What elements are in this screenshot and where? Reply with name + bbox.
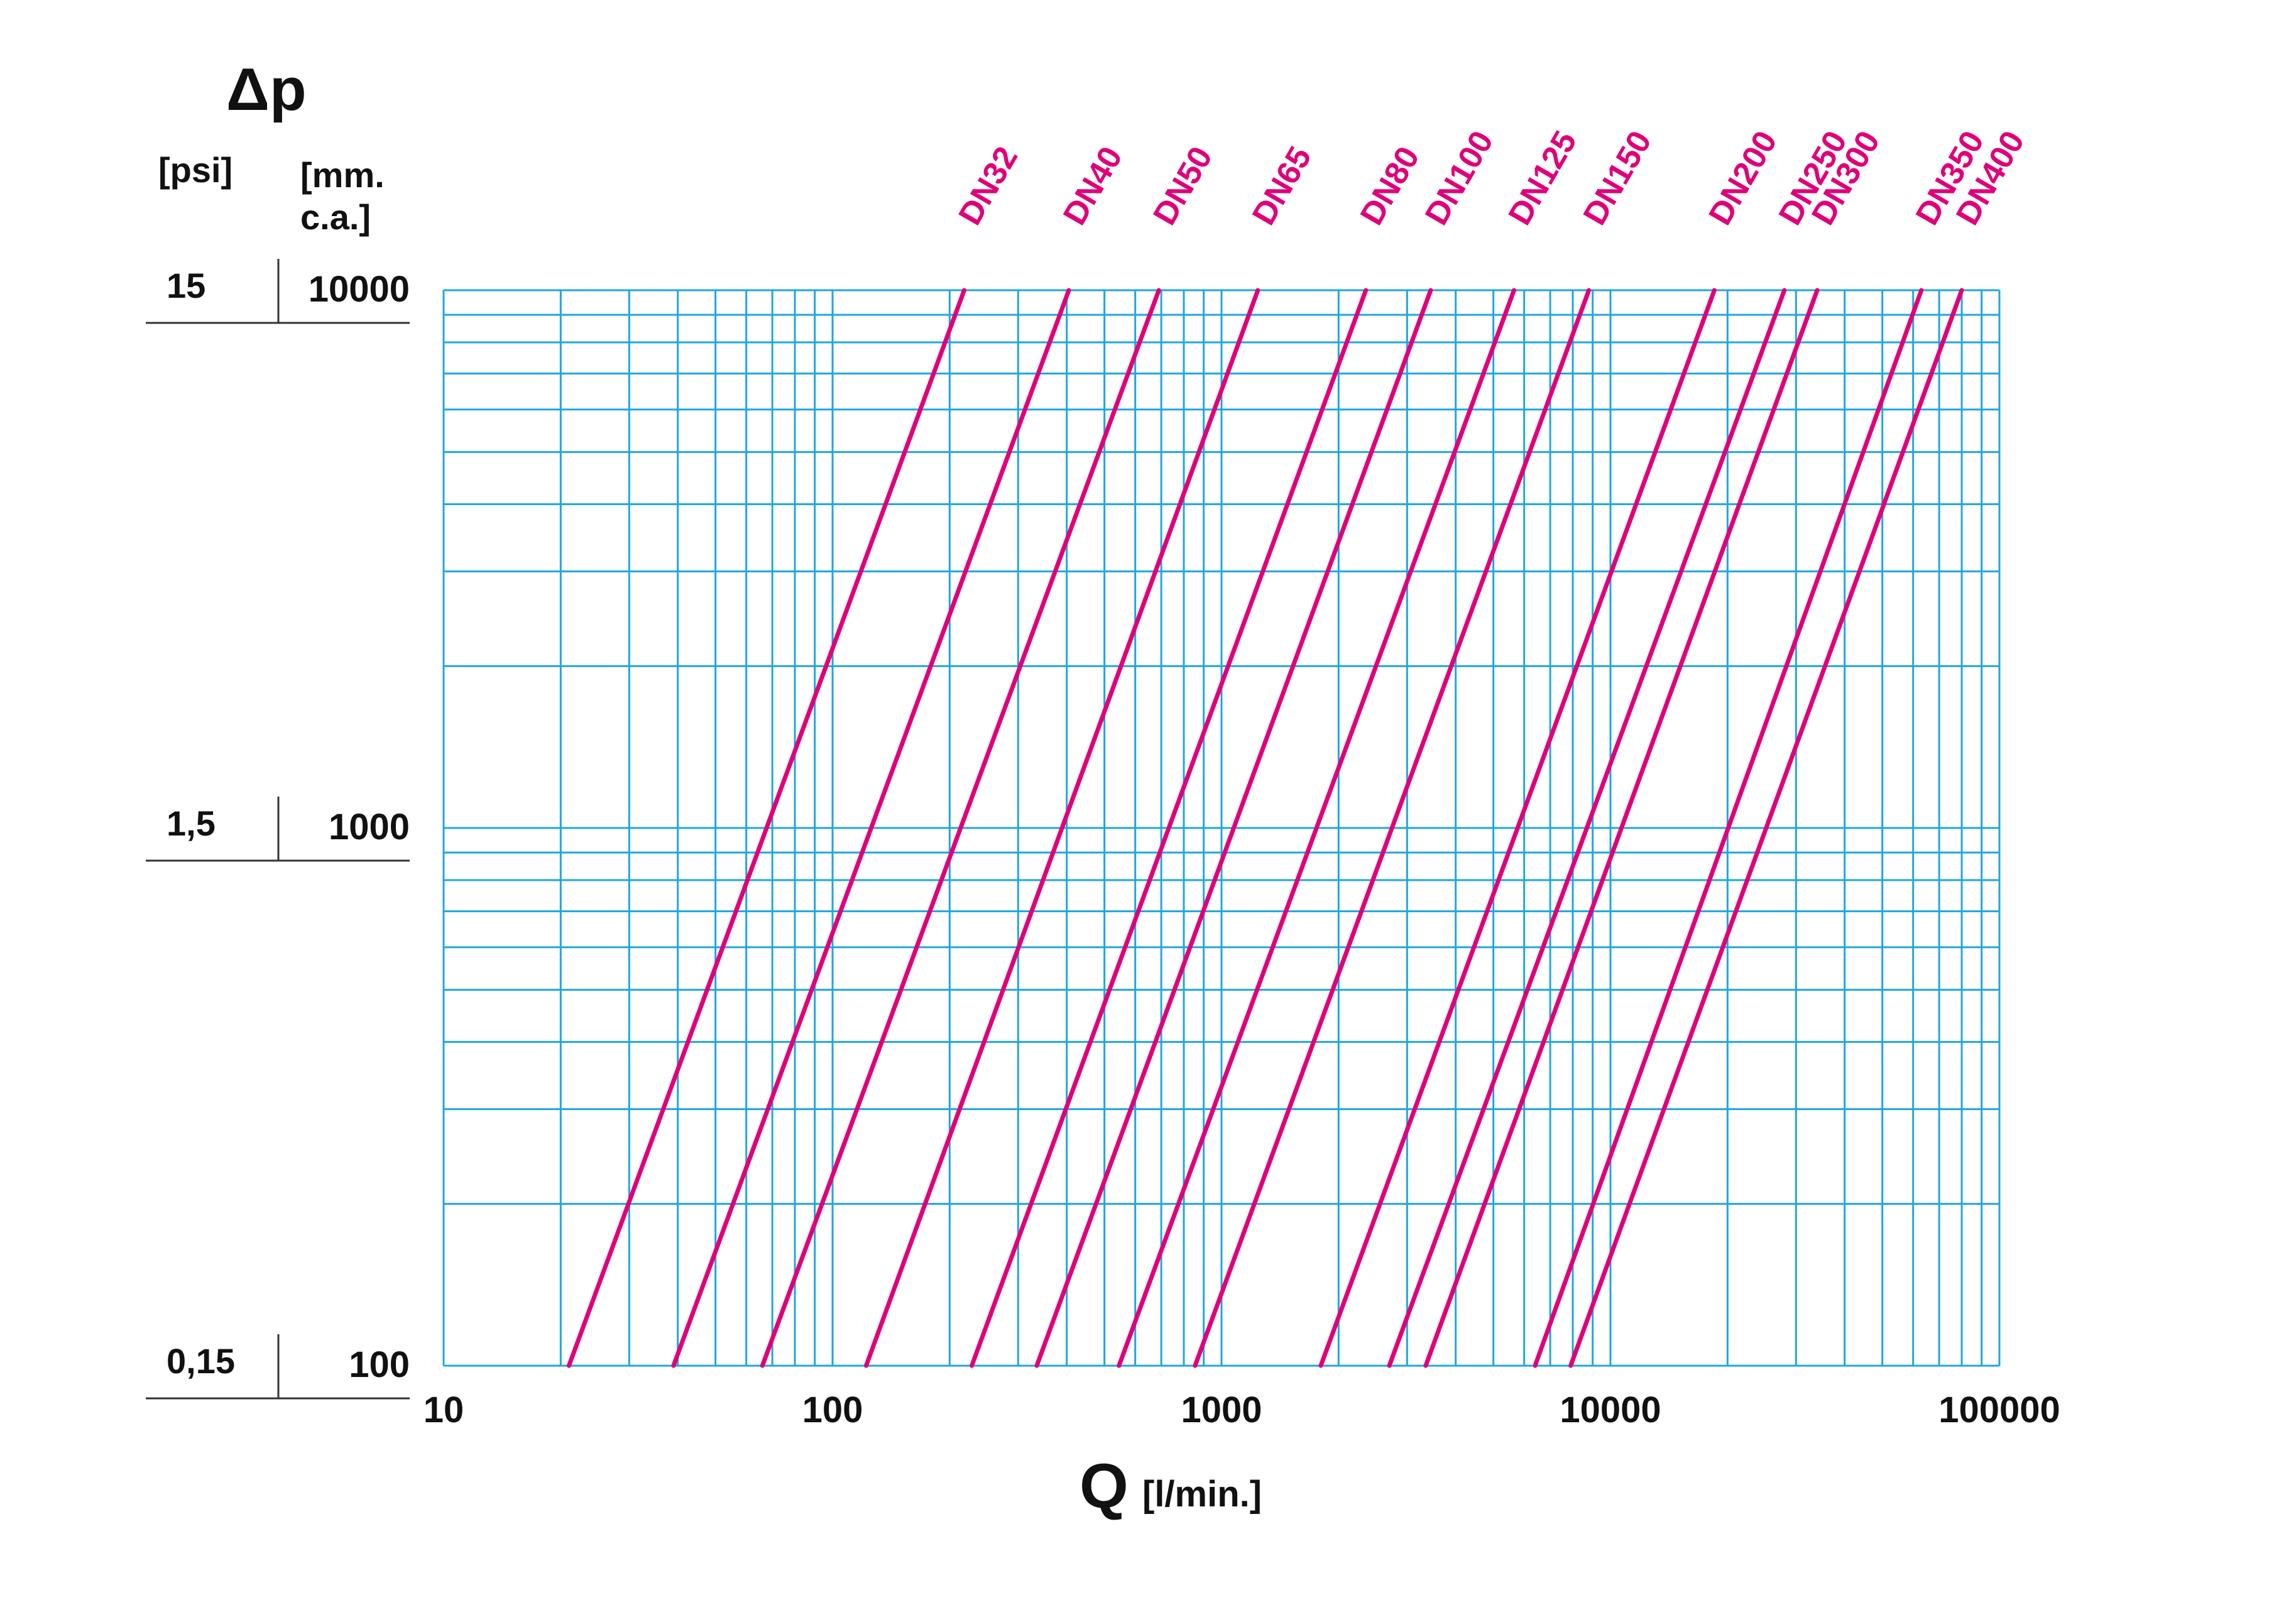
y-tick-label-psi: 0,15 xyxy=(167,1341,235,1381)
x-tick-label: 100 xyxy=(802,1390,863,1430)
series-line xyxy=(1034,288,1433,1368)
series-line xyxy=(760,288,1161,1368)
y-unit-psi: [psi] xyxy=(158,150,232,190)
series-line xyxy=(1568,288,1964,1368)
y-unit-mm-line2: c.a.] xyxy=(300,197,371,237)
y-tick-label-psi: 15 xyxy=(167,266,205,305)
y-axis-ticks: 10000 15 1000 1,5 100 0,15 xyxy=(146,259,410,1400)
series-line xyxy=(566,288,967,1368)
y-tick-label-mm: 10000 xyxy=(309,269,410,310)
series-line xyxy=(1387,288,1787,1368)
series-label: DN100 xyxy=(1418,125,1501,231)
series-lines xyxy=(566,288,1964,1368)
series-label: DN65 xyxy=(1245,141,1319,231)
series-label: DN150 xyxy=(1577,125,1659,231)
y-unit-mm-line1: [mm. xyxy=(300,155,385,195)
series-line xyxy=(1193,288,1592,1368)
y-tick-label-psi: 1,5 xyxy=(167,803,216,843)
chart-title: Δp xyxy=(226,56,307,123)
series-label: DN80 xyxy=(1353,141,1427,231)
series-line xyxy=(1423,288,1820,1368)
series-line xyxy=(1533,288,1924,1368)
x-tick-label: 10 xyxy=(424,1390,464,1430)
series-line xyxy=(1318,288,1717,1368)
series-label: DN125 xyxy=(1502,125,1584,231)
series-label: DN50 xyxy=(1146,141,1220,231)
series-line xyxy=(1117,288,1517,1368)
series-line xyxy=(671,288,1071,1368)
series-line xyxy=(970,288,1369,1368)
x-axis-unit: [l/min.] xyxy=(1142,1474,1262,1515)
y-tick-label-mm: 100 xyxy=(349,1344,410,1385)
x-axis-ticks: 10 100 1000 10000 100000 xyxy=(424,1390,2060,1430)
series-label: DN200 xyxy=(1702,125,1785,231)
series-line xyxy=(863,288,1260,1368)
x-tick-label: 1000 xyxy=(1181,1390,1262,1430)
x-tick-label: 100000 xyxy=(1938,1390,2060,1430)
series-label: DN40 xyxy=(1056,141,1130,231)
x-axis-label: Q xyxy=(1080,1451,1129,1521)
y-tick-label-mm: 1000 xyxy=(329,807,410,847)
x-tick-label: 10000 xyxy=(1560,1390,1661,1430)
series-label: DN32 xyxy=(952,141,1025,231)
